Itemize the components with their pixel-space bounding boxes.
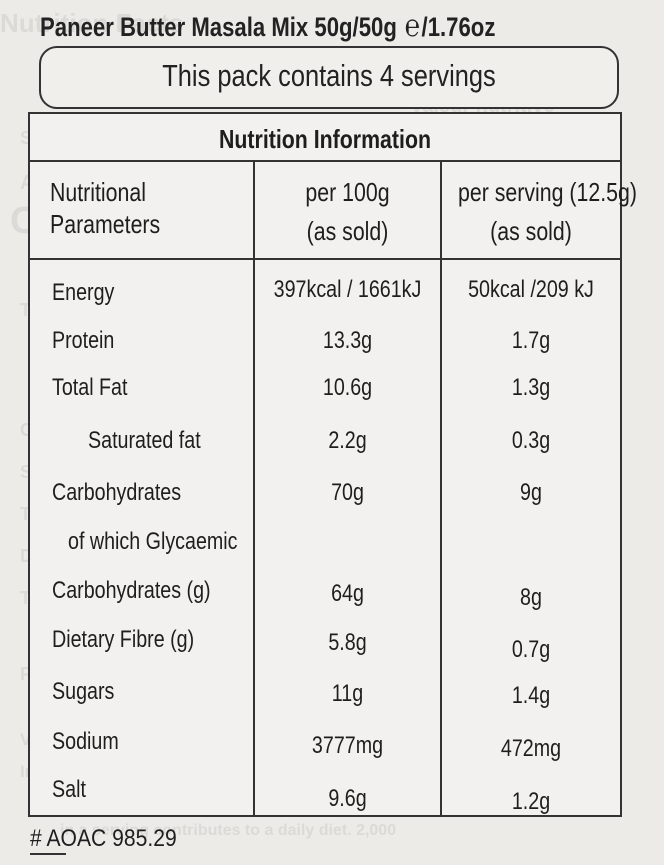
row-per100g-carbohydrates: 70g (331, 479, 364, 506)
row-label-salt: Salt (52, 776, 86, 803)
divider-col-2 (440, 162, 442, 815)
nutrition-table: Nutrition Information Nutritional Parame… (28, 112, 637, 817)
product-title: Paneer Butter Masala Mix 50g/50g ℮/1.76o… (40, 8, 495, 44)
row-label-sugars: Sugars (52, 678, 115, 705)
table-title: Nutrition Information (219, 124, 431, 154)
row-serving-carbohydrates: 9g (520, 479, 542, 506)
row-per100g-sodium: 3777mg (311, 732, 384, 759)
header-per100g-line1: per 100g (305, 177, 390, 207)
row-per100g-saturated-fat: 2.2g (328, 427, 367, 454)
row-label-carbohydrates: Carbohydrates (52, 479, 182, 506)
row-per100g-dietary-fibre: 5.8g (328, 629, 367, 656)
divider-header (30, 258, 620, 260)
row-label-energy: Energy (52, 279, 115, 306)
row-serving-saturated-fat: 0.3g (511, 427, 551, 454)
row-serving-sodium: 472mg (500, 735, 562, 762)
footnote: # AOAC 985.29 (30, 825, 177, 852)
header-parameters-line1: Nutritional (50, 177, 146, 207)
estimated-sign-icon: ℮ (404, 8, 420, 43)
header-perserving-line1: per serving (12.5g) (458, 177, 637, 207)
row-serving-protein: 1.7g (511, 327, 551, 354)
row-per100g-energy: 397kcal / 1661kJ (273, 276, 422, 303)
row-serving-energy: 50kcal /209 kJ (468, 276, 594, 303)
row-serving-salt: 1.2g (511, 788, 551, 815)
row-per100g-glycaemic-carbs: 64g (331, 580, 364, 607)
product-weight-oz: /1.76oz (421, 12, 496, 42)
row-label-saturated-fat: Saturated fat (88, 427, 201, 454)
row-label-protein: Protein (52, 327, 115, 354)
row-per100g-total-fat: 10.6g (322, 374, 373, 401)
divider-col-1 (253, 162, 255, 815)
servings-text: This pack contains 4 servings (162, 58, 496, 93)
row-label-sodium: Sodium (52, 728, 119, 755)
product-name: Paneer Butter Masala Mix 50g/50g (40, 12, 397, 42)
row-per100g-protein: 13.3g (322, 327, 373, 354)
cut-off-text-fragment (30, 853, 66, 865)
row-label-total-fat: Total Fat (52, 374, 128, 401)
row-serving-glycaemic-carbs: 8g (520, 584, 542, 611)
row-serving-sugars: 1.4g (511, 682, 551, 709)
row-label-glycaemic-carbs: Carbohydrates (g) (52, 577, 211, 604)
row-per100g-salt: 9.6g (328, 785, 367, 812)
row-per100g-sugars: 11g (331, 680, 364, 707)
row-serving-dietary-fibre: 0.7g (511, 636, 551, 663)
header-per100g-line2: (as sold) (306, 216, 389, 246)
row-serving-total-fat: 1.3g (511, 374, 551, 401)
header-perserving-line2: (as sold) (490, 216, 572, 246)
header-parameters-line2: Parameters (50, 209, 161, 239)
row-label-dietary-fibre: Dietary Fibre (g) (52, 626, 195, 653)
divider-title (30, 160, 620, 162)
servings-banner: This pack contains 4 servings (39, 46, 619, 109)
row-label-glycaemic-note: of which Glycaemic (68, 528, 238, 555)
